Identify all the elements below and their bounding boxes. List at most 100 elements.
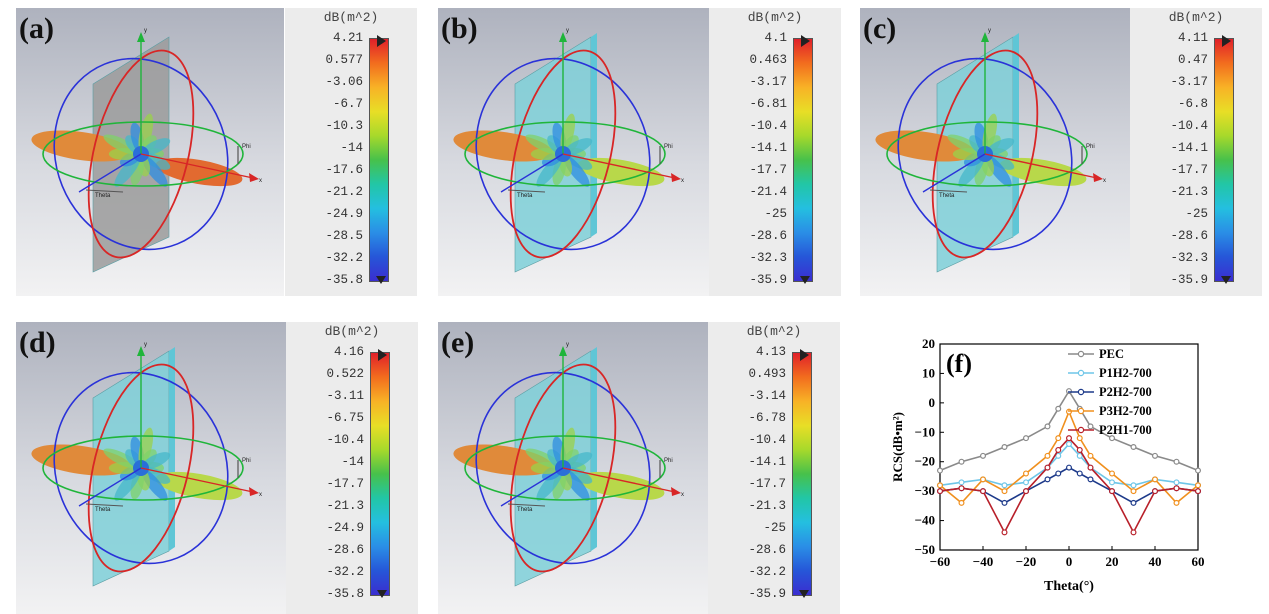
theta-label: Theta [939, 193, 955, 199]
colorbar-tick-label: -35.9 [748, 587, 786, 601]
theta-arrow [507, 503, 546, 507]
blue-great-circle [475, 371, 651, 565]
colorbar-tick-label: -17.7 [748, 477, 786, 491]
data-point-P1H2-700 [1109, 479, 1116, 486]
data-point-P2H2-700 [1055, 470, 1062, 477]
colorbar-tick-label: -6.81 [749, 97, 787, 111]
colorbar-tick-label: -10.3 [325, 119, 363, 133]
data-point-P1H2-700 [1066, 441, 1073, 448]
colorbar-tick-label: -3.14 [748, 389, 786, 403]
plate-edge [1013, 33, 1019, 237]
x-axis-arrow-icon [671, 173, 681, 182]
colorbar-tick-label: -10.4 [749, 119, 787, 133]
x-axis [140, 153, 254, 179]
colorbar-title: dB(m^2) [323, 10, 379, 25]
plate-edge [591, 347, 597, 551]
rcs-line-chart: −60 −40 −20 0 20 40 60 20 10 0 −10 −20 −30 −40 −50 Thet… [890, 336, 1205, 594]
colorbar-tick-label: -24.9 [325, 207, 363, 221]
data-point-PEC [1001, 443, 1008, 450]
y-axis-label: y [566, 342, 569, 348]
red-great-circle [87, 363, 195, 573]
x-tick-label: 60 [1192, 554, 1205, 569]
data-point-P3H2-700 [1023, 470, 1030, 477]
x-axis [984, 153, 1098, 179]
panel-label: (d) [19, 326, 56, 359]
theta-arrow [85, 503, 124, 507]
panel-label: (a) [19, 12, 54, 45]
legend-marker [1077, 407, 1085, 415]
rcs-3d-panel-5: y x Phi Theta (e) [438, 322, 708, 614]
colorbar-title: dB(m^2) [324, 324, 380, 339]
panel-label: (e) [441, 326, 475, 359]
colorbar-tick-label: -6.75 [326, 411, 364, 425]
colorbar-tick-label: -24.9 [326, 521, 364, 535]
y-axis-label: y [566, 28, 569, 34]
x-axis-arrow-icon [249, 487, 259, 496]
main-lobe-right [577, 157, 665, 187]
y-axis-arrow-icon [137, 32, 145, 42]
y-axis-arrow-icon [137, 346, 145, 356]
red-great-circle [87, 49, 195, 259]
colorbar-tick-label: -14.1 [748, 455, 786, 469]
blue-great-circle [475, 57, 651, 251]
colorbar-tick-label: -6.8 [1177, 97, 1208, 111]
data-point-PEC [1130, 443, 1137, 450]
z-axis [78, 153, 142, 193]
side-lobe [142, 138, 171, 156]
y-tick-label: −10 [915, 424, 935, 439]
x-axis-label: x [681, 492, 684, 498]
data-point-P1H2-700 [1076, 452, 1083, 459]
data-point-P2H2-700 [1076, 470, 1083, 477]
colorbar-tick-label: 4.1 [764, 31, 787, 45]
y-tick-label: 0 [929, 395, 936, 410]
colorbar-tick-label: -14 [340, 141, 363, 155]
colorbar-tick-label: -3.17 [749, 75, 787, 89]
colorbar-tick-label: -3.06 [325, 75, 363, 89]
data-point-PEC [979, 452, 986, 459]
red-great-circle [509, 49, 617, 259]
colorbar-tick-label: -14 [341, 455, 364, 469]
rcs-3d-pattern: y x Phi Theta [31, 28, 262, 273]
x-axis-label: x [259, 178, 262, 184]
legend-marker [1077, 350, 1085, 358]
side-lobe [564, 452, 593, 470]
colorbar-tick-label: -17.7 [1170, 163, 1208, 177]
colorbar: dB(m^2) 4.16 0.522 -3.11 -6.75 -10.4 -14 -17.7 -… [286, 322, 418, 614]
data-point-PEC [1023, 435, 1030, 442]
phi-label: Phi [664, 144, 673, 150]
colorbar-tick-label: -21.3 [748, 499, 786, 513]
blue-great-circle [897, 57, 1073, 251]
data-point-PEC [1055, 405, 1062, 412]
data-point-P2H1-700 [1066, 435, 1073, 442]
green-great-circle [42, 435, 244, 501]
rcs-3d-panel-3: y x Phi Theta (c) [860, 8, 1130, 296]
y-tick-label: 10 [922, 365, 935, 380]
theta-label: Theta [95, 507, 111, 513]
red-great-circle [509, 363, 617, 573]
x-axis [562, 153, 676, 179]
green-great-circle [464, 435, 666, 501]
data-point-P2H2-700 [1087, 476, 1094, 483]
y-tick-label: 20 [922, 336, 935, 351]
y-axis-arrow-icon [981, 32, 989, 42]
colorbar-tick-label: 0.577 [325, 53, 363, 67]
data-point-P2H1-700 [1076, 446, 1083, 453]
side-lobe [142, 452, 171, 470]
side-lobe [560, 427, 576, 467]
data-point-P2H1-700 [1173, 485, 1180, 492]
phi-label: Phi [1086, 144, 1095, 150]
side-lobe [564, 152, 593, 170]
x-tick-label: 0 [1066, 554, 1073, 569]
panel-label: (c) [863, 12, 897, 45]
colorbar-tick-label: -6.78 [748, 411, 786, 425]
colorbar-tick-label: -17.7 [326, 477, 364, 491]
z-axis [922, 153, 986, 193]
side-lobe [138, 113, 154, 153]
data-point-P1H2-700 [1001, 482, 1008, 489]
colorbar-tick-label: -10.4 [326, 433, 364, 447]
legend-marker [1077, 369, 1085, 377]
side-lobe [986, 138, 1015, 156]
colorbar-tick-label: -32.2 [325, 251, 363, 265]
side-lobe [142, 152, 171, 170]
colorbar-tick-label: -25 [764, 207, 787, 221]
